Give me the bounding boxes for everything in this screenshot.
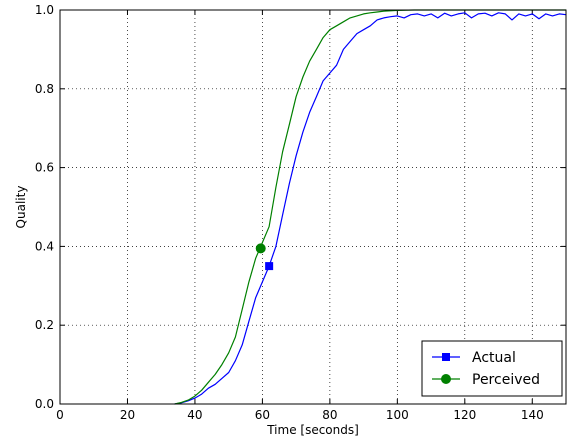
plot-area-frame <box>59 9 567 405</box>
x-tick-label: 80 <box>322 408 337 422</box>
y-axis-label: Quality <box>14 186 28 229</box>
series-line-actual <box>174 12 567 405</box>
x-tick-label: 20 <box>120 408 135 422</box>
tick-labels: 0 20 40 60 80 100 120 140 0.0 0.2 0.4 0.6 0.8 1.0 <box>35 3 544 422</box>
x-tick-label: 120 <box>453 408 476 422</box>
x-axis-label: Time [seconds] <box>266 423 359 437</box>
x-tick-label: 140 <box>521 408 544 422</box>
legend-label-perceived: Perceived <box>472 372 540 388</box>
series-marker-perceived <box>255 243 266 254</box>
y-tick-label: 0.6 <box>35 161 54 175</box>
legend-marker-perceived <box>441 374 451 384</box>
legend-label-actual: Actual <box>472 350 516 366</box>
y-tick-label: 0.0 <box>35 397 54 411</box>
series-marker-actual <box>265 262 274 271</box>
x-tick-label: 0 <box>56 408 64 422</box>
x-tick-label: 100 <box>386 408 409 422</box>
y-tick-label: 1.0 <box>35 3 54 17</box>
x-tick-label: 40 <box>187 408 202 422</box>
y-tick-label: 0.4 <box>35 239 54 253</box>
y-tick-label: 0.8 <box>35 82 54 96</box>
x-tick-label: 60 <box>255 408 270 422</box>
legend: Actual Perceived <box>421 340 563 397</box>
y-tick-label: 0.2 <box>35 318 54 332</box>
legend-marker-actual <box>442 353 450 361</box>
grid <box>60 10 566 404</box>
legend-box <box>421 340 563 397</box>
